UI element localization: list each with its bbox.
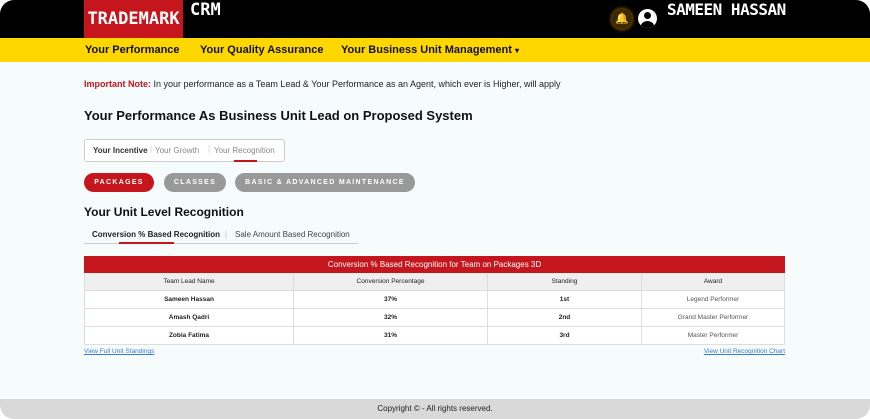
bell-icon[interactable]: 🔔 (612, 9, 632, 29)
table-row: Zobia Fatima 31% 3rd Master Performer (84, 326, 785, 345)
nav-quality-assurance[interactable]: Your Quality Assurance (200, 44, 324, 56)
note-text: In your performance as a Team Lead & You… (151, 79, 561, 89)
maintenance-button[interactable]: BASIC & ADVANCED MAINTENANCE (235, 173, 415, 192)
cell-standing: 2nd (487, 308, 642, 327)
cell-percentage: 31% (293, 326, 488, 345)
recognition-subtabs: Conversion % Based Recognition | Sale Am… (84, 228, 358, 244)
column-header: Team Lead Name (84, 272, 294, 291)
logo-suffix: CRM (190, 0, 221, 20)
page-title: Your Performance As Business Unit Lead o… (84, 108, 473, 123)
nav-your-performance[interactable]: Your Performance (85, 44, 180, 56)
tab-sale-amount-recognition[interactable]: Sale Amount Based Recognition (235, 230, 350, 239)
cell-name: Amash Qadri (84, 308, 294, 327)
table-title: Conversion % Based Recognition for Team … (84, 256, 785, 273)
nav-label: Your Business Unit Management (341, 44, 512, 56)
column-header: Conversion Percentage (293, 272, 488, 291)
divider: | (150, 144, 153, 153)
section-title: Your Unit Level Recognition (84, 205, 244, 219)
footer: Copyright © - All rights reserved. (0, 399, 870, 419)
user-name[interactable]: SAMEEN HASSAN (667, 0, 786, 19)
divider: | (225, 230, 228, 239)
column-header: Award (641, 272, 785, 291)
active-tab-indicator (234, 160, 257, 162)
divider: | (208, 144, 211, 153)
classes-button[interactable]: CLASSES (164, 173, 226, 192)
cell-name: Sameen Hassan (84, 290, 294, 309)
cell-standing: 1st (487, 290, 642, 309)
cell-name: Zobia Fatima (84, 326, 294, 345)
segment-tabs: Your Incentive | Your Growth | Your Reco… (84, 139, 285, 162)
tab-conversion-recognition[interactable]: Conversion % Based Recognition (92, 230, 221, 239)
cell-award: Legend Performer (641, 290, 785, 309)
view-full-standings-link[interactable]: View Full Unit Standings (84, 348, 155, 355)
tab-your-growth[interactable]: Your Growth (155, 146, 200, 155)
cell-award: Grand Master Performer (641, 308, 785, 327)
active-tab-indicator (119, 242, 174, 244)
chevron-down-icon: ▾ (515, 46, 520, 55)
tab-your-recognition[interactable]: Your Recognition (214, 146, 275, 155)
table-row: Amash Qadri 32% 2nd Grand Master Perform… (84, 308, 785, 327)
cell-award: Master Performer (641, 326, 785, 345)
logo-brand[interactable]: TRADEMARK (84, 0, 183, 38)
cell-percentage: 32% (293, 308, 488, 327)
main-nav: Your Performance Your Quality Assurance … (0, 38, 870, 62)
important-note: Important Note: In your performance as a… (84, 79, 561, 89)
table-row: Sameen Hassan 37% 1st Legend Performer (84, 290, 785, 309)
cell-standing: 3rd (487, 326, 642, 345)
tab-your-incentive[interactable]: Your Incentive (93, 146, 148, 155)
column-header: Standing (487, 272, 642, 291)
view-recognition-chart-link[interactable]: View Unit Recognition Chart (703, 348, 785, 355)
recognition-table: Conversion % Based Recognition for Team … (84, 256, 785, 345)
packages-button[interactable]: PACKAGES (84, 173, 154, 192)
cell-percentage: 37% (293, 290, 488, 309)
top-bar: TRADEMARK CRM 🔔 SAMEEN HASSAN (0, 0, 870, 38)
user-icon[interactable] (638, 9, 657, 28)
nav-business-unit-management[interactable]: Your Business Unit Management ▾ (341, 38, 519, 63)
note-label: Important Note: (84, 79, 151, 89)
